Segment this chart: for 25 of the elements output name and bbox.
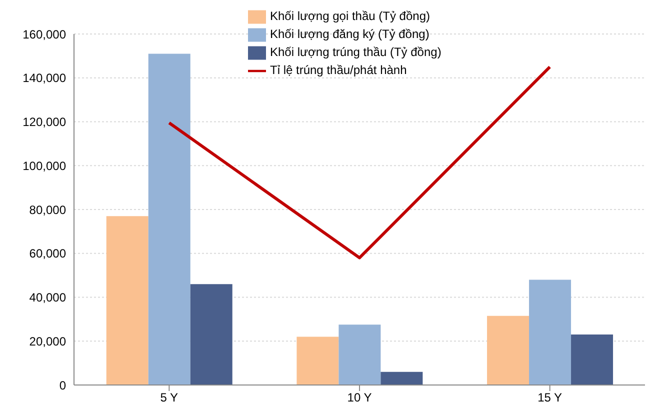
y-tick-label: 160,000 xyxy=(22,27,66,42)
x-tick-label: 5 Y xyxy=(160,390,178,405)
x-tick-label: 15 Y xyxy=(538,390,562,405)
bar xyxy=(571,334,614,385)
bar xyxy=(380,372,423,385)
y-tick-label: 20,000 xyxy=(29,334,66,348)
bar xyxy=(529,280,572,385)
y-tick-label: 0 xyxy=(59,378,66,392)
y-tick-label: 40,000 xyxy=(29,290,66,305)
legend-label: Khối lượng gọi thầu (Tỷ đồng) xyxy=(270,9,430,24)
legend-label: Khối lượng trúng thầu (Tỷ đồng) xyxy=(270,45,442,60)
y-tick-label: 120,000 xyxy=(22,115,66,130)
bar xyxy=(148,54,190,385)
bar xyxy=(338,324,381,385)
y-tick-label: 60,000 xyxy=(29,246,66,261)
x-tick-label: 10 Y xyxy=(347,390,372,405)
y-tick-label: 80,000 xyxy=(29,202,66,217)
y-tick-label: 140,000 xyxy=(22,71,66,86)
bar xyxy=(190,284,232,385)
bar xyxy=(487,316,530,385)
legend-label: Tỉ lệ trúng thầu/phát hành xyxy=(270,63,407,78)
bar xyxy=(296,336,339,385)
legend-label: Khối lượng đăng ký (Tỷ đồng) xyxy=(270,27,430,42)
bar xyxy=(106,216,148,385)
y-tick-label: 100,000 xyxy=(22,158,66,173)
